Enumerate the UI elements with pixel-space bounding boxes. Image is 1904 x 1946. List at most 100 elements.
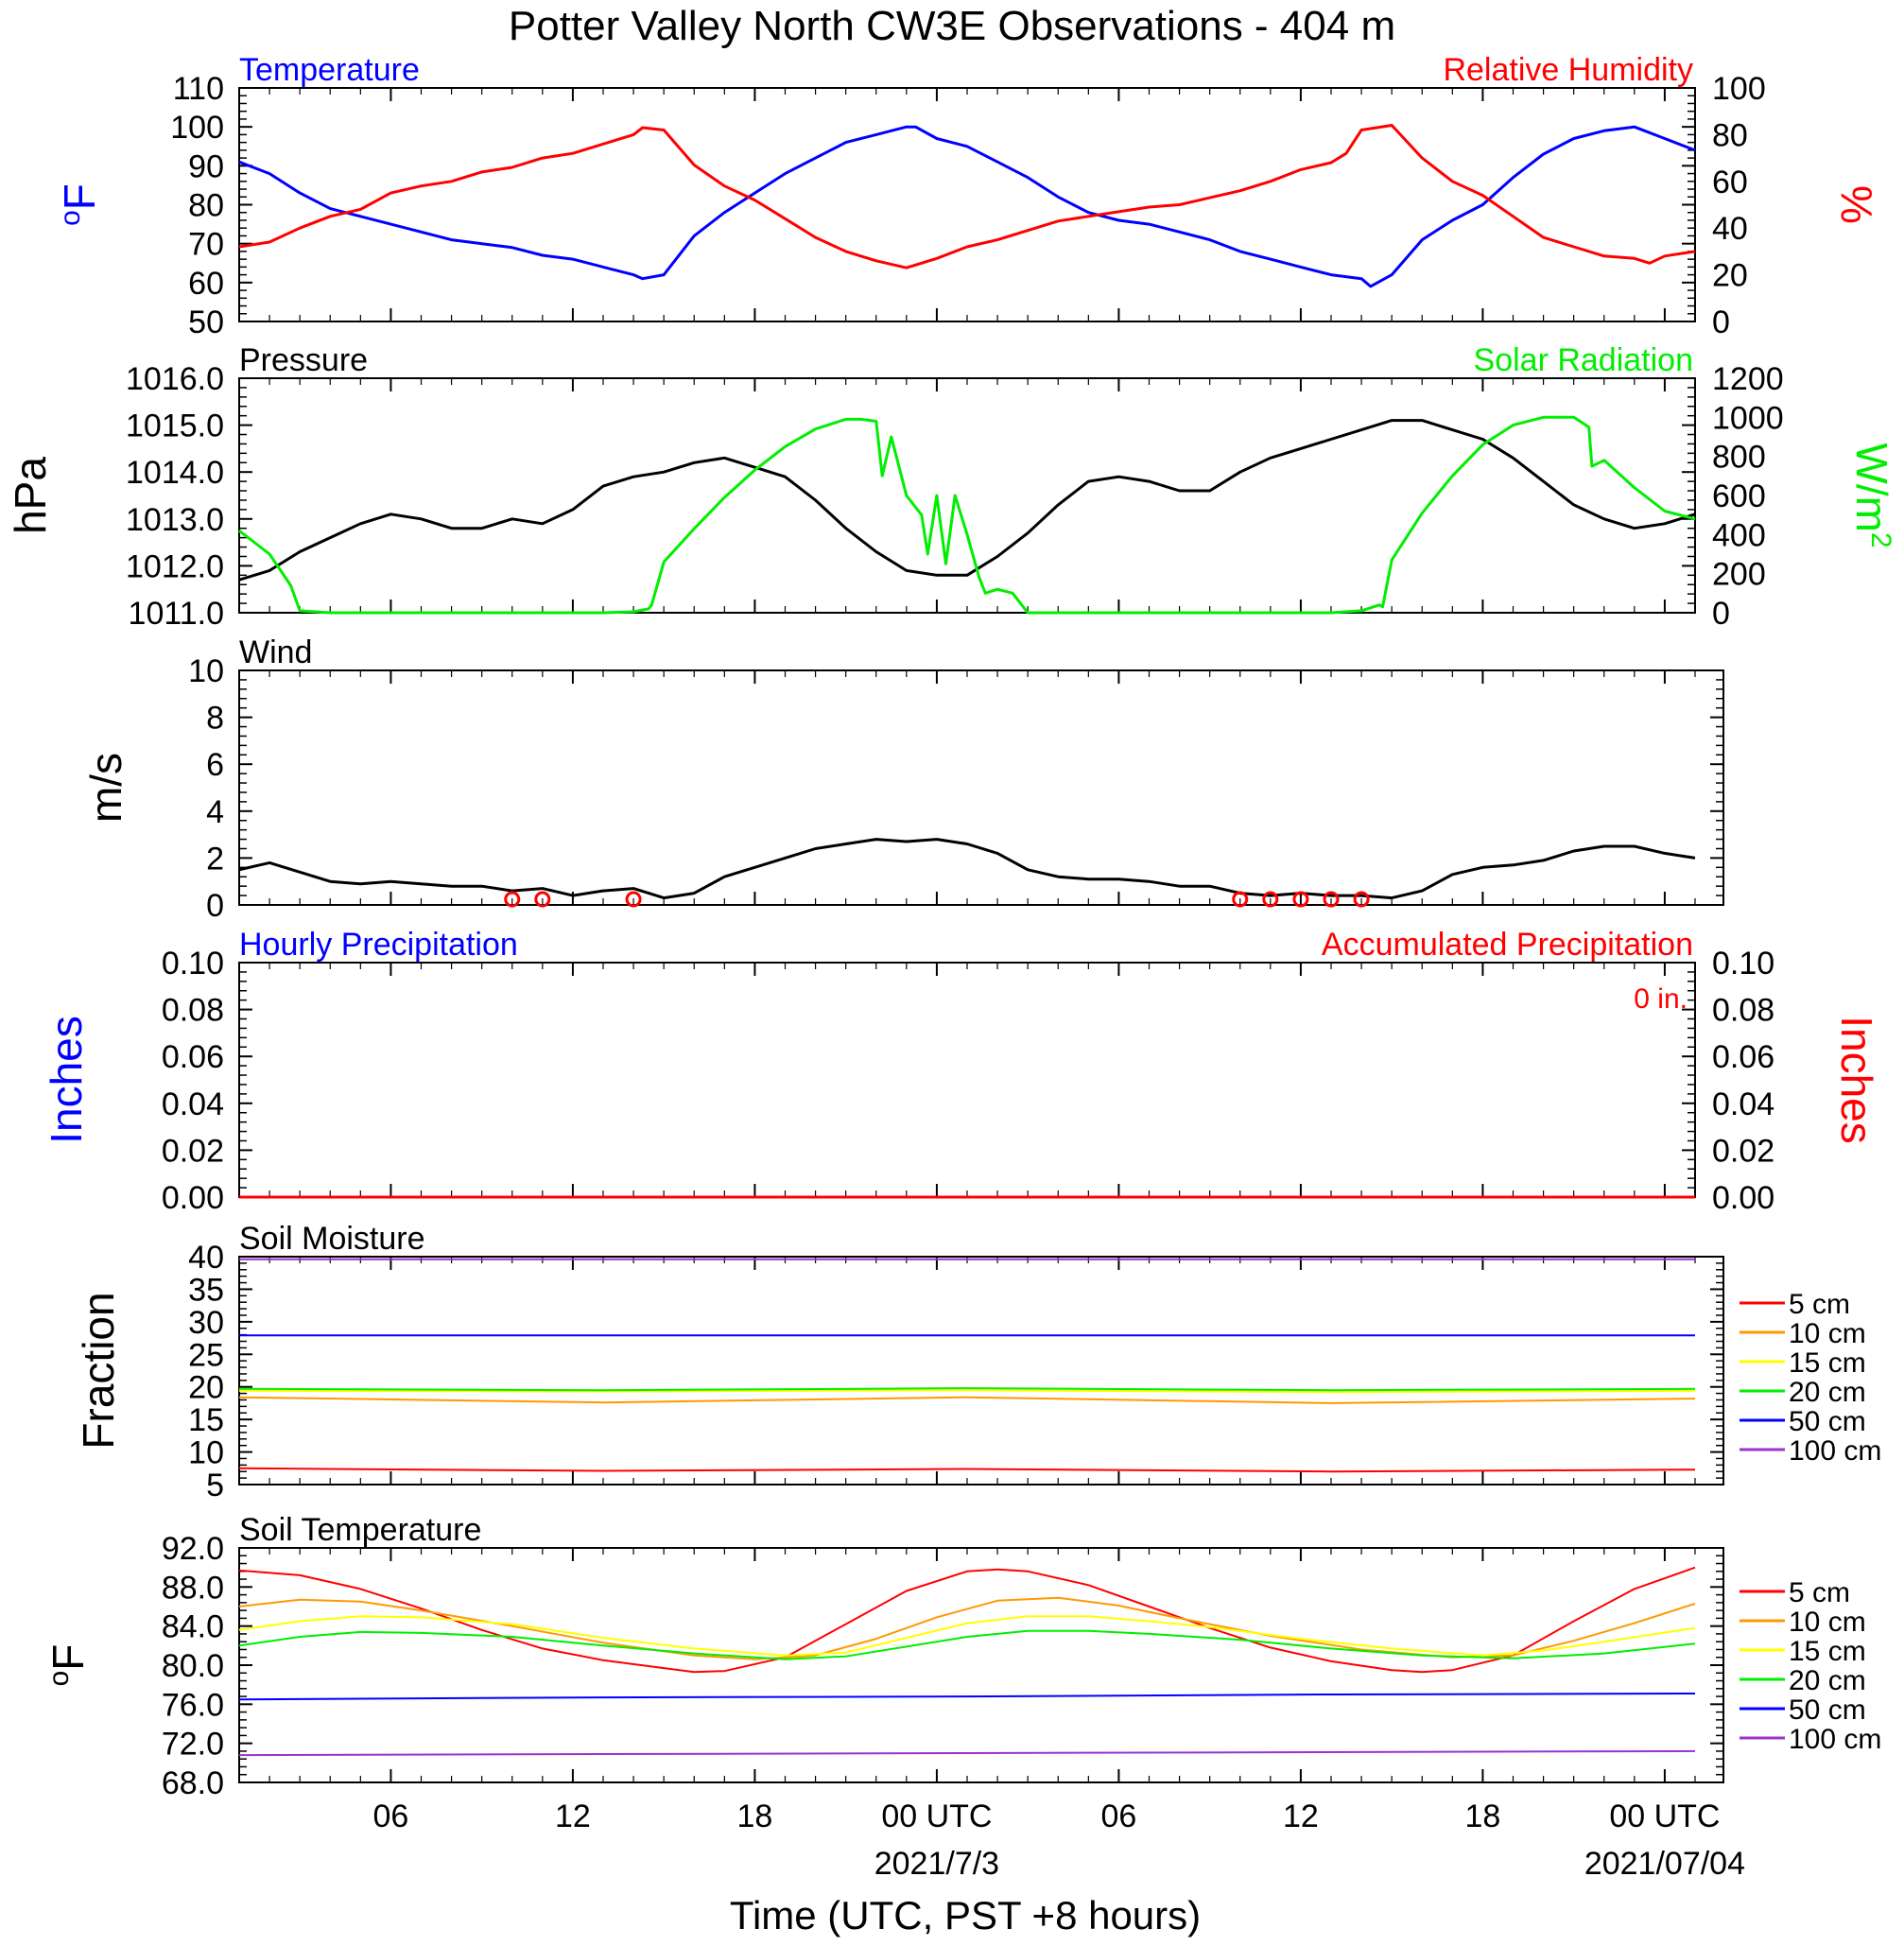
soil_moist-series-20-cm (238, 1387, 1696, 1392)
soil_temp-panel: 68.072.0 76.080.084.088.092.0 Soil Tempera… (43, 1512, 1881, 1801)
precip-y2label: Inches (1832, 1016, 1881, 1144)
pres_solar-ytick-label: 1016.0 (126, 361, 224, 397)
soil_moist-ytick-label: 20 (188, 1370, 224, 1406)
pres_solar-y2tick-label: 1000 (1712, 400, 1784, 436)
pres_solar-ytick-label: 1011.0 (129, 596, 224, 632)
soil_temp-legend-label: 10 cm (1789, 1607, 1866, 1638)
soil_moist-ytick-label: 25 (188, 1337, 224, 1373)
x-tick-label: 06 (1101, 1798, 1137, 1834)
wind-ylabel: m/s (81, 753, 130, 823)
temp_rh-ylabel: oF (55, 183, 104, 226)
pres_solar-y2tick-label: 400 (1712, 517, 1766, 553)
pres_solar-right-title: Solar Radiation (1474, 342, 1693, 378)
wind-ytick-label: 2 (206, 841, 224, 877)
precip-right-title: Accumulated Precipitation (1322, 927, 1693, 963)
soil_temp-ytick-label: 76.0 (162, 1687, 224, 1723)
wind-calm-marker (1353, 891, 1370, 908)
temp_rh-y2label: % (1832, 185, 1881, 224)
temp_rh-frame (238, 87, 1696, 322)
x-tick-label: 12 (1283, 1798, 1319, 1834)
soil_temp-frame (238, 1547, 1724, 1783)
pres_solar-y2tick-label: 800 (1712, 440, 1766, 476)
soil_moist-legend-label: 50 cm (1789, 1406, 1866, 1437)
temp_rh-y2tick-label: 100 (1712, 71, 1766, 107)
wind-frame (238, 669, 1724, 906)
wind-ytick-label: 6 (206, 747, 224, 783)
soil_moist-series-5-cm (238, 1467, 1696, 1473)
soil_temp-ytick-label: 80.0 (162, 1648, 224, 1684)
pres_solar-y2tick-label: 600 (1712, 478, 1766, 514)
soil_temp-ytick-label: 88.0 (162, 1570, 224, 1606)
pres_solar-ytick-label: 1015.0 (126, 408, 224, 444)
soil_moist-ytick-label: 5 (206, 1468, 224, 1503)
soil_moist-ytick-label: 40 (188, 1240, 224, 1276)
soil_temp-legend-label: 15 cm (1789, 1636, 1866, 1667)
temp_rh-ytick-label: 100 (170, 110, 224, 146)
wind-panel: 0 2 4 6 8 10 Wind m/s (81, 634, 1724, 924)
pres_solar-y2label: W/m2 (1847, 443, 1896, 547)
wind-ytick-label: 4 (206, 794, 224, 830)
soil_moist-legend-label: 5 cm (1789, 1289, 1850, 1320)
x-date-label: 2021/07/04 (1584, 1846, 1745, 1882)
temp_rh-ytick-label: 90 (188, 148, 224, 184)
precip-ytick-label: 0.04 (162, 1086, 224, 1122)
x-tick-label: 18 (1465, 1798, 1501, 1834)
pres_solar-y2tick-label: 0 (1712, 596, 1730, 632)
precip-annotation: 0 in. (1634, 983, 1688, 1015)
precip-ytick-label: 0.00 (162, 1180, 224, 1216)
soil_temp-ytick-label: 84.0 (162, 1609, 224, 1645)
precip-ylabel: Inches (42, 1016, 91, 1144)
soil_temp-ytick-label: 72.0 (162, 1727, 224, 1763)
soil_moist-series-15-cm (238, 1389, 1696, 1394)
wind-calm-marker (1292, 891, 1309, 908)
soil_temp-legend-label: 20 cm (1789, 1665, 1866, 1696)
temp_rh-y2tick-label: 40 (1712, 211, 1748, 247)
soil_moist-frame (238, 1256, 1724, 1486)
soil_moist-left-title: Soil Moisture (239, 1221, 425, 1257)
wind-calm-marker (625, 891, 642, 908)
precip-y2tick-label: 0.08 (1712, 993, 1774, 1029)
soil_moist-ytick-label: 35 (188, 1272, 224, 1308)
figure-title: Potter Valley North CW3E Observations - … (509, 3, 1395, 49)
soil_temp-ytick-label: 92.0 (162, 1531, 224, 1567)
precip-frame (238, 962, 1696, 1198)
precip-y2tick-label: 0.04 (1712, 1086, 1774, 1122)
precip-y2tick-label: 0.02 (1712, 1133, 1774, 1169)
soil_temp-series-15-cm (238, 1615, 1696, 1657)
wind-left-title: Wind (239, 634, 312, 670)
temp_rh-series-temperature (238, 125, 1696, 288)
precip-ytick-label: 0.06 (162, 1039, 224, 1075)
pres_solar-ytick-label: 1013.0 (126, 502, 224, 538)
wind-ytick-label: 10 (188, 653, 224, 689)
pres_solar-frame (238, 377, 1696, 614)
precip-left-title: Hourly Precipitation (239, 927, 518, 963)
soil_moist-legend-label: 20 cm (1789, 1377, 1866, 1408)
pres_solar-ytick-label: 1014.0 (126, 455, 224, 491)
soil_temp-left-title: Soil Temperature (239, 1512, 481, 1548)
wind-calm-marker (1262, 891, 1279, 908)
temp_rh-ytick-label: 60 (188, 266, 224, 302)
temp_rh-ytick-label: 110 (173, 71, 224, 107)
temp_rh-ytick-label: 70 (188, 227, 224, 263)
precip-y2tick-label: 0.10 (1712, 946, 1774, 982)
precip-panel: 0.00 0.02 0.04 0.06 0.08 0.10 0.00 0.02 0.04 0.06… (42, 927, 1881, 1216)
soil_temp-ylabel: oF (43, 1644, 93, 1687)
x-tick-label: 12 (555, 1798, 591, 1834)
x-tick-label: 00 UTC (881, 1798, 992, 1834)
soil_temp-ytick-label: 68.0 (162, 1765, 224, 1801)
soil_moist-ylabel: Fraction (74, 1292, 123, 1449)
soil_temp-series-10-cm (238, 1596, 1696, 1660)
temp_rh-right-title: Relative Humidity (1443, 52, 1693, 88)
x-tick-label: 00 UTC (1609, 1798, 1720, 1834)
wind-calm-marker (504, 891, 521, 908)
soil_temp-legend-label: 50 cm (1789, 1694, 1866, 1726)
soil_moist-ytick-label: 30 (188, 1305, 224, 1341)
pres_solar-ytick-label: 1012.0 (126, 548, 224, 584)
temp_rh-ytick-label: 80 (188, 188, 224, 224)
x-date-label: 2021/7/3 (874, 1846, 999, 1882)
pres_solar-y2tick-label: 200 (1712, 557, 1766, 593)
x-axis-label: Time (UTC, PST +8 hours) (730, 1893, 1201, 1937)
soil_temp-series-5-cm (238, 1566, 1696, 1674)
